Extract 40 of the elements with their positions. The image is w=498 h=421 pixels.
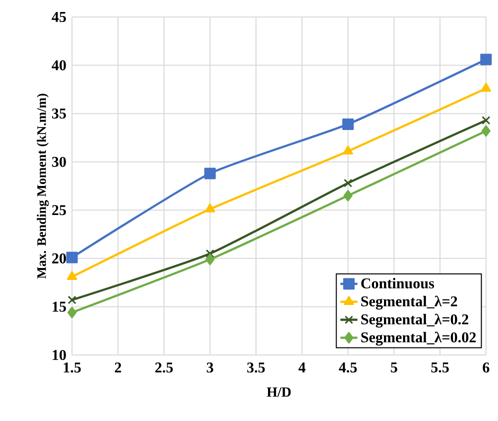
x-tick-label: 1.5 [64,362,81,373]
x-tick-label: 6 [482,362,490,373]
y-tick-label: 35 [52,108,66,119]
y-tick-label: 20 [52,253,66,264]
y-tick-label: 45 [52,12,66,22]
x-tick-label: 3 [206,362,214,373]
x-tick-label: 4 [298,362,306,372]
point [66,271,78,280]
x-tick-label: 5 [390,362,398,372]
x-axis-title: H/D [266,387,291,397]
y-axis-title: Max. Bending Moment (kN.m/m) [36,94,49,279]
point [204,203,216,212]
point [206,254,214,266]
x-tick-label: 5.5 [431,362,449,373]
point [344,190,353,202]
x-tick-label: 2.5 [155,362,173,373]
y-tick-label: 40 [52,60,66,70]
point [342,145,354,154]
point [68,296,76,304]
x-tick-label: 2 [114,362,122,372]
x-tick-label: 3.5 [247,362,265,373]
point [480,82,492,92]
point [344,178,352,188]
point [480,54,492,66]
legend-label: Continuous [361,278,434,288]
legend-label: Segmental_λ=0.02 [361,332,476,346]
legend-label: Segmental_λ=0.2 [361,314,468,328]
y-tick-label: 25 [52,205,66,216]
point [482,125,491,137]
y-tick-label: 15 [52,302,66,312]
y-tick-label: 10 [52,350,66,360]
point [66,252,78,264]
point [342,118,354,130]
y-tick-label: 30 [52,156,66,167]
point [204,168,216,180]
point [68,306,76,318]
legend-label: Segmental_λ=2 [361,296,458,310]
point [206,249,214,258]
point [482,116,490,125]
x-tick-label: 4.5 [338,362,357,373]
